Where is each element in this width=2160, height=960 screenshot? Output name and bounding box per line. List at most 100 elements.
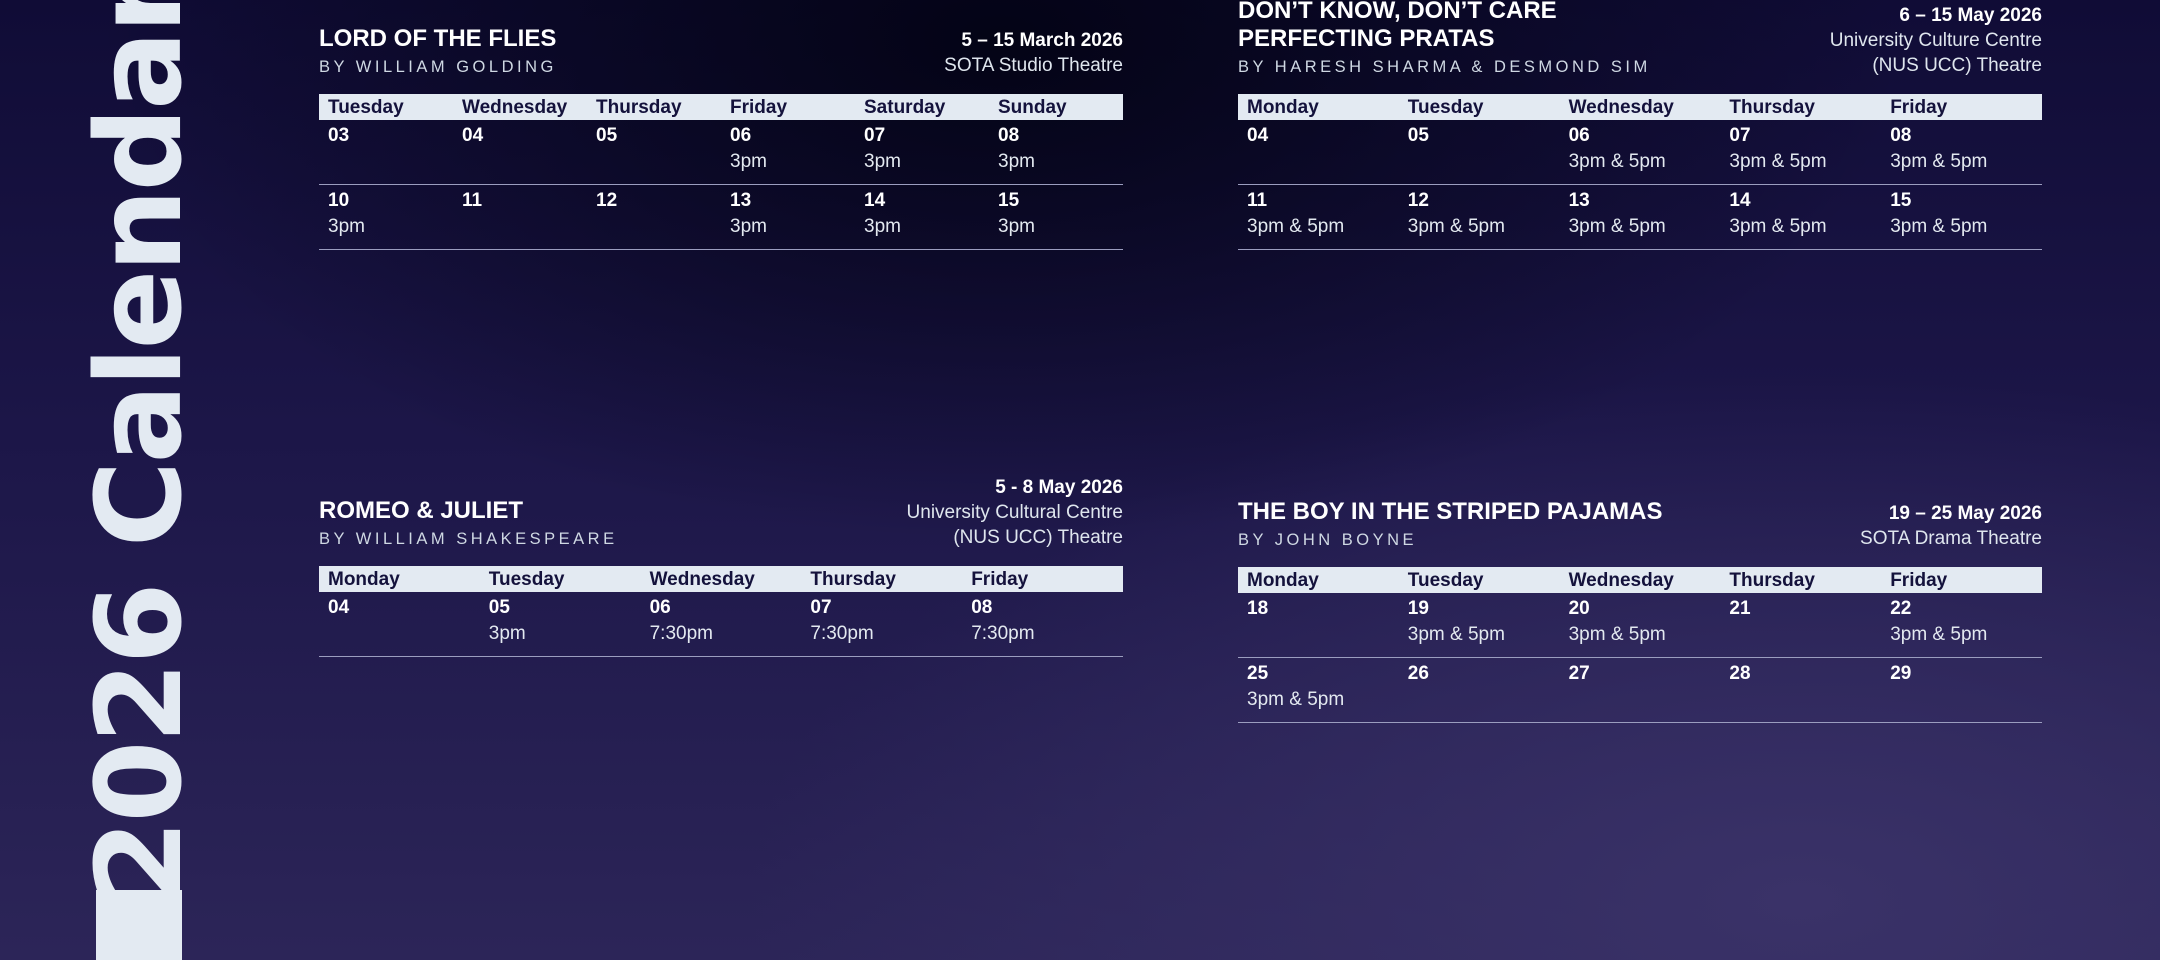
date-number: 04 xyxy=(462,124,484,146)
show-time: 3pm xyxy=(864,216,901,237)
day-header: Thursday xyxy=(1720,93,1882,120)
show-romeo-and-juliet: ROMEO & JULIET BY WILLIAM SHAKESPEARE 5 - … xyxy=(319,477,1123,657)
show-time: 3pm xyxy=(488,622,526,644)
date-number: 08 xyxy=(971,596,993,618)
day-header: Thursday xyxy=(1720,566,1882,593)
header-row: Monday Tuesday Wednesday Thursday Friday xyxy=(1238,566,2042,593)
show-time: 3pm & 5pm xyxy=(1568,216,1666,237)
date-cell: 27 xyxy=(1559,657,1721,723)
show-dates: 5 - 8 May 2026 xyxy=(995,476,1123,498)
schedule-body: 04 05 06 3pm & 5pm 07 3pm & 5pm 08 3pm & 5pm 11 3… xyxy=(1238,119,2042,250)
week-row: 03 04 05 06 3pm 07 3pm 08 3pm xyxy=(319,119,1123,185)
schedule-header: Monday Tuesday Wednesday Thursday Friday xyxy=(1238,566,2042,593)
day-header: Wednesday xyxy=(1559,566,1721,593)
day-header: Friday xyxy=(721,93,855,120)
date-cell: 08 3pm xyxy=(989,119,1123,185)
show-time: 7:30pm xyxy=(971,622,1035,644)
show-author: BY HARESH SHARMA & DESMOND SIM xyxy=(1238,57,1651,76)
day-header: Tuesday xyxy=(479,565,641,592)
date-cell: 29 xyxy=(1881,657,2042,723)
date-cell: 25 3pm & 5pm xyxy=(1238,657,1399,723)
day-header: Wednesday xyxy=(453,93,587,120)
date-cell: 06 3pm xyxy=(721,119,855,185)
date-number: 11 xyxy=(1247,190,1268,211)
date-number: 26 xyxy=(1407,663,1429,684)
date-number: 13 xyxy=(1568,190,1590,211)
schedule-body: 04 05 3pm 06 7:30pm 07 7:30pm 08 7:30pm xyxy=(319,591,1123,657)
date-cell: 04 xyxy=(1238,119,1399,185)
date-cell: 05 3pm xyxy=(479,591,641,657)
date-cell: 13 3pm & 5pm xyxy=(1559,184,1721,250)
week-row: 25 3pm & 5pm 26 27 28 29 xyxy=(1238,657,2042,723)
show-venue: University Cultural Centre xyxy=(906,501,1123,523)
date-cell: 12 xyxy=(587,184,721,250)
date-number: 08 xyxy=(1890,124,1912,146)
date-number: 19 xyxy=(1407,597,1429,619)
show-time: 3pm & 5pm xyxy=(1407,216,1505,237)
show-time: 3pm xyxy=(864,150,901,172)
show-time: 3pm xyxy=(328,216,365,237)
date-cell: 18 xyxy=(1238,592,1399,658)
date-number: 20 xyxy=(1568,597,1590,619)
date-cell: 14 3pm & 5pm xyxy=(1720,184,1882,250)
show-title: PERFECTING PRATAS xyxy=(1238,24,1495,52)
show-time: 3pm & 5pm xyxy=(1890,623,1988,645)
show-dates: 6 – 15 May 2026 xyxy=(1899,4,2042,26)
show-time: 7:30pm xyxy=(649,622,713,644)
show-time: 3pm xyxy=(730,150,767,172)
show-time: 3pm & 5pm xyxy=(1890,216,1988,237)
date-cell: 06 7:30pm xyxy=(640,591,802,657)
day-header: Wednesday xyxy=(640,565,802,592)
page-title: 2026 Calendar xyxy=(70,0,208,902)
show-header: THE BOY IN THE STRIPED PAJAMAS BY JOHN BO… xyxy=(1238,498,2042,551)
date-cell: 14 3pm xyxy=(855,184,989,250)
header-row: Monday Tuesday Wednesday Thursday Friday xyxy=(319,565,1123,592)
show-header: LORD OF THE FLIES BY WILLIAM GOLDING 5 – 1… xyxy=(319,25,1123,78)
show-time: 3pm xyxy=(998,216,1035,237)
date-number: 22 xyxy=(1890,597,1912,619)
date-cell: 05 xyxy=(1398,119,1560,185)
date-number: 28 xyxy=(1729,663,1751,684)
show-venue: SOTA Drama Theatre xyxy=(1860,527,2042,549)
date-cell: 04 xyxy=(319,591,480,657)
show-title: ROMEO & JULIET xyxy=(319,496,524,524)
day-header: Friday xyxy=(1881,93,2042,120)
schedule-header: Monday Tuesday Wednesday Thursday Friday xyxy=(319,565,1123,592)
date-cell: 11 3pm & 5pm xyxy=(1238,184,1399,250)
day-header: Monday xyxy=(319,565,480,592)
date-number: 13 xyxy=(730,190,752,211)
date-number: 07 xyxy=(864,124,886,146)
show-time: 3pm & 5pm xyxy=(1568,150,1666,172)
week-row: 18 19 3pm & 5pm 20 3pm & 5pm 21 22 3pm & 5pm xyxy=(1238,592,2042,658)
date-number: 25 xyxy=(1247,663,1269,684)
date-number: 12 xyxy=(1407,190,1429,211)
show-double-bill: DOUBLE BILLDON’T KNOW, DON’T CAREPERFECT… xyxy=(1238,0,2042,250)
day-header: Thursday xyxy=(801,565,963,592)
schedule-header: Tuesday Wednesday Thursday Friday Saturday Su… xyxy=(319,93,1123,120)
day-header: Tuesday xyxy=(319,93,453,120)
show-title: LORD OF THE FLIES xyxy=(319,24,557,52)
date-number: 29 xyxy=(1890,663,1912,684)
show-venue: (NUS UCC) Theatre xyxy=(953,526,1123,548)
date-cell: 22 3pm & 5pm xyxy=(1881,592,2042,658)
date-number: 15 xyxy=(998,190,1020,211)
show-time: 3pm & 5pm xyxy=(1247,216,1345,237)
date-cell: 28 xyxy=(1720,657,1882,723)
date-cell: 05 xyxy=(587,119,721,185)
date-number: 21 xyxy=(1729,597,1751,619)
schedule-header: Monday Tuesday Wednesday Thursday Friday xyxy=(1238,93,2042,120)
show-lord-of-the-flies: LORD OF THE FLIES BY WILLIAM GOLDING 5 – 1… xyxy=(319,25,1123,250)
date-cell: 08 7:30pm xyxy=(962,591,1123,657)
schedule-body: 03 04 05 06 3pm 07 3pm 08 3pm 10 3pm 11 12 13 3pm 14 3pm… xyxy=(319,119,1123,250)
schedule-table: Monday Tuesday Wednesday Thursday Friday 18 19… xyxy=(1238,566,2042,723)
date-cell: 06 3pm & 5pm xyxy=(1559,119,1721,185)
venue-block: 5 – 15 March 2026 SOTA Studio Theatre xyxy=(944,28,1123,78)
schedule-body: 18 19 3pm & 5pm 20 3pm & 5pm 21 22 3pm & 5pm 25 3… xyxy=(1238,592,2042,723)
day-header: Monday xyxy=(1238,93,1399,120)
show-header: DOUBLE BILLDON’T KNOW, DON’T CAREPERFECT… xyxy=(1238,0,2042,78)
show-title: THE BOY IN THE STRIPED PAJAMAS xyxy=(1238,497,1663,525)
date-cell: 12 3pm & 5pm xyxy=(1398,184,1560,250)
date-number: 10 xyxy=(328,190,350,211)
show-time: 7:30pm xyxy=(810,622,874,644)
date-number: 18 xyxy=(1247,597,1269,619)
